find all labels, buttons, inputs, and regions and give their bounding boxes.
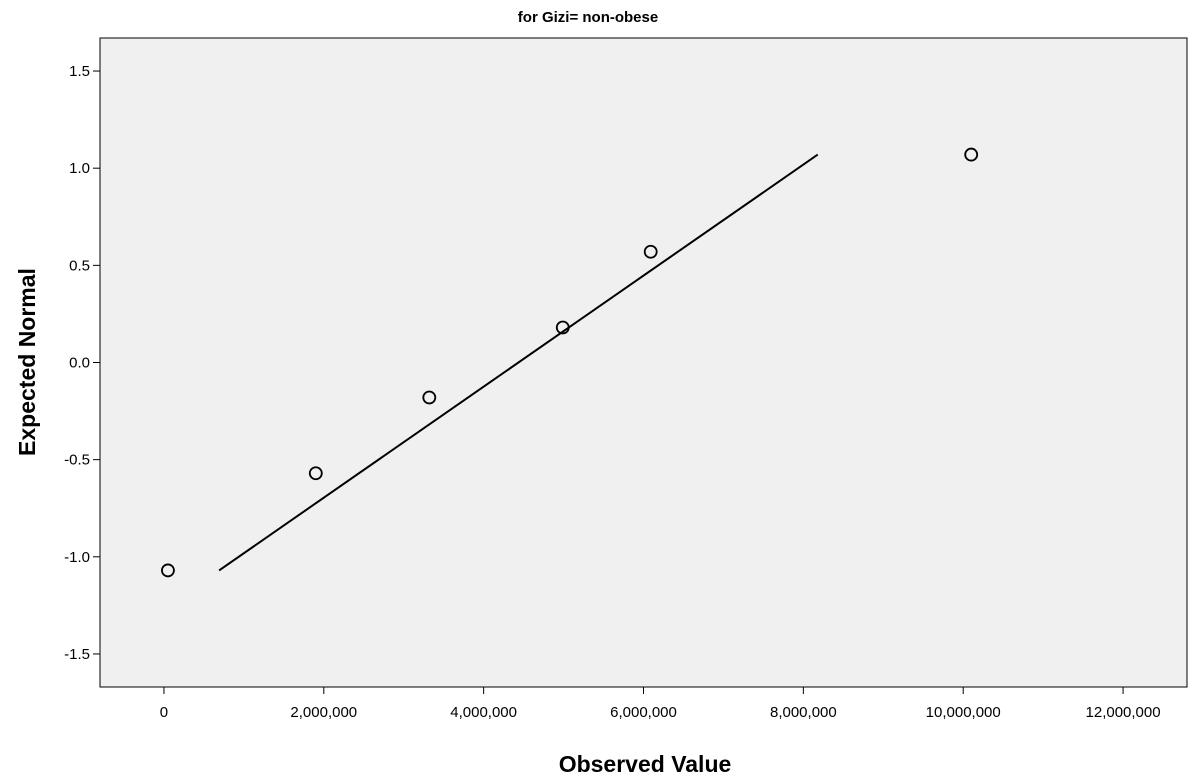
y-tick-label: -1.5 — [64, 646, 90, 663]
x-tick-label: 6,000,000 — [610, 704, 677, 721]
chart-title: for Gizi= non-obese — [518, 9, 658, 26]
data-point — [643, 244, 658, 259]
y-axis: 1.5 1.0 0.5 0.0 -0.5 -1.0 -1.5 — [64, 63, 100, 663]
y-tick-label: 1.0 — [69, 160, 90, 177]
y-tick-label: -0.5 — [64, 452, 90, 469]
x-axis-label: Observed Value — [559, 751, 732, 777]
x-tick-label: 0 — [160, 704, 168, 721]
data-point — [308, 466, 323, 481]
x-tick-label: 4,000,000 — [450, 704, 517, 721]
x-tick-label: 2,000,000 — [290, 704, 357, 721]
data-points — [161, 147, 979, 578]
y-tick-label: 0.0 — [69, 355, 90, 372]
data-point — [964, 147, 979, 162]
data-point — [422, 390, 437, 405]
plot-area — [99, 37, 1188, 688]
x-tick-label: 10,000,000 — [926, 704, 1001, 721]
y-axis-label: Expected Normal — [14, 268, 40, 456]
y-tick-label: 0.5 — [69, 257, 90, 274]
data-point — [555, 320, 570, 335]
x-tick-label: 8,000,000 — [770, 704, 837, 721]
x-axis: 0 2,000,000 4,000,000 6,000,000 8,000,000 10,… — [160, 687, 1161, 721]
reference-line — [218, 153, 819, 572]
data-point — [161, 563, 175, 578]
y-tick-label: -1.0 — [64, 549, 90, 566]
x-tick-label: 12,000,000 — [1086, 704, 1161, 721]
y-tick-label: 1.5 — [69, 63, 90, 80]
